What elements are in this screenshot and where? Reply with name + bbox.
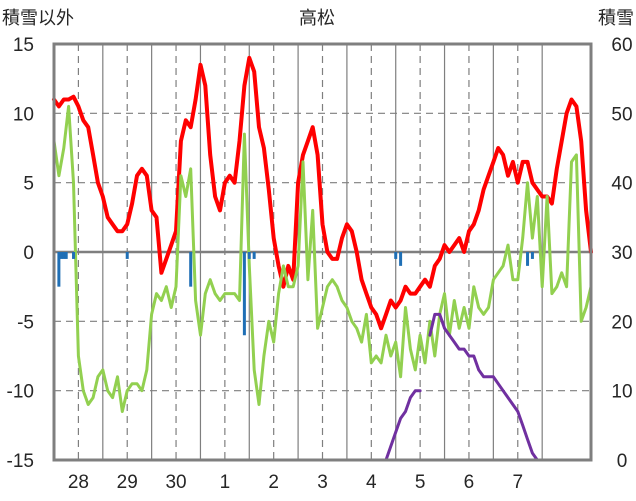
chart-title: 高松 [299,8,335,29]
x-tick-label: 28 [68,472,89,493]
right-tick-label: 10 [611,382,632,403]
x-tick-label: 5 [415,472,426,493]
snow_depth-line [428,312,593,462]
left-tick-label: 0 [23,243,34,264]
left-tick-label: -15 [7,451,34,472]
second_series-line [52,104,593,413]
right-tick-label: 60 [611,35,632,56]
left-tick-label: 10 [13,104,34,125]
x-tick-label: 6 [464,472,475,493]
plot-frame [52,42,593,462]
data-marks [52,55,593,462]
x-tick-label: 7 [512,472,523,493]
x-tick-label: 1 [220,472,231,493]
right-tick-label: 20 [611,312,632,333]
right-tick-label: 30 [611,243,632,264]
left-tick-label: 15 [13,35,34,56]
x-tick-label: 29 [117,472,138,493]
right-tick-label: 40 [611,174,632,195]
x-tick-label: 2 [268,472,279,493]
right-tick-label: 50 [611,104,632,125]
x-tick-label: 30 [165,472,186,493]
left-tick-label: -5 [17,312,34,333]
left-tick-label: 5 [23,174,34,195]
left-tick-label: -10 [7,382,34,403]
x-tick-label: 3 [317,472,328,493]
snow_depth-line [52,389,422,462]
right-axis-label: 積雪 [598,8,634,29]
x-tick-label: 4 [366,472,377,493]
grid [54,44,591,460]
left-axis-label: 積雪以外 [2,8,74,29]
right-tick-label: 0 [617,451,628,472]
temperature-line [52,55,593,331]
